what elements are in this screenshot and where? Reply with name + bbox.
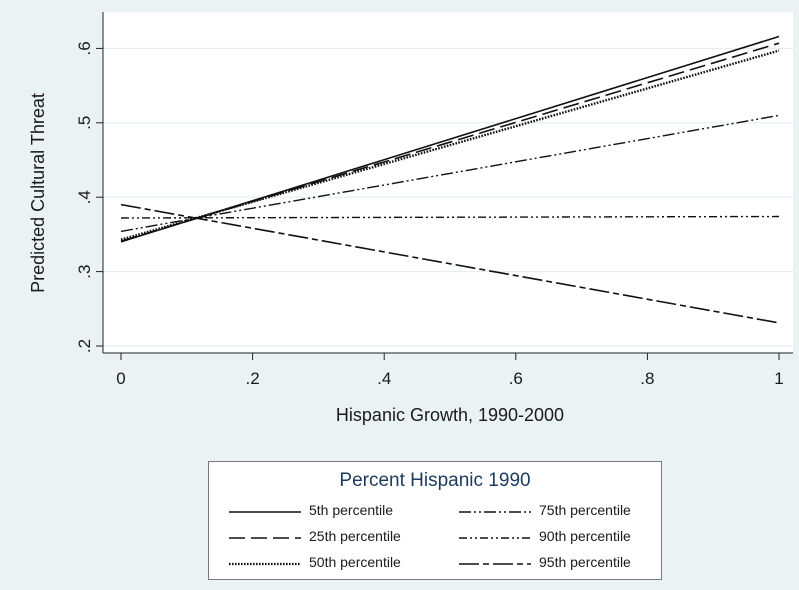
x-tick-label: .4 <box>377 369 391 388</box>
legend-label-95th: 95th percentile <box>539 554 631 570</box>
x-tick-label: 1 <box>774 369 783 388</box>
line-chart: .2 .3 .4 .5 .6 0 .2 .4 .6 .8 1 Hispanic Growth, 19… <box>28 12 793 425</box>
y-axis-label: Predicted Cultural Threat <box>28 93 48 293</box>
x-tick-label: .6 <box>509 369 523 388</box>
legend-swatch-95th <box>459 563 531 565</box>
x-tick-label: .2 <box>246 369 260 388</box>
legend-swatch-25th <box>229 537 301 539</box>
series-line-50th <box>120 49 780 241</box>
y-tick-label: .6 <box>75 41 94 55</box>
series-line-95th <box>120 203 780 324</box>
legend-swatch-90th <box>459 537 531 539</box>
legend-label-5th: 5th percentile <box>309 502 394 518</box>
legend-label-50th: 50th percentile <box>309 554 401 570</box>
legend-swatch-75th <box>459 511 531 513</box>
x-tick-label: 0 <box>116 369 125 388</box>
x-axis-label: Hispanic Growth, 1990-2000 <box>336 405 564 425</box>
plot-area <box>103 12 793 353</box>
legend-swatch-50th <box>229 562 301 566</box>
y-tick-label: .2 <box>75 339 94 353</box>
series-line-75th <box>120 114 780 233</box>
x-tick-label: .8 <box>640 369 654 388</box>
legend-swatch-5th <box>229 511 301 513</box>
legend-label-75th: 75th percentile <box>539 502 631 518</box>
series-line-90th <box>120 215 780 219</box>
legend-label-25th: 25th percentile <box>309 528 401 544</box>
y-tick-label: .3 <box>75 265 94 279</box>
y-tick-label: .4 <box>75 190 94 204</box>
legend: Percent Hispanic 1990 5th percentile 25t… <box>208 461 662 580</box>
legend-title: Percent Hispanic 1990 <box>339 470 531 491</box>
legend-label-90th: 90th percentile <box>539 528 631 544</box>
y-tick-label: .5 <box>75 116 94 130</box>
